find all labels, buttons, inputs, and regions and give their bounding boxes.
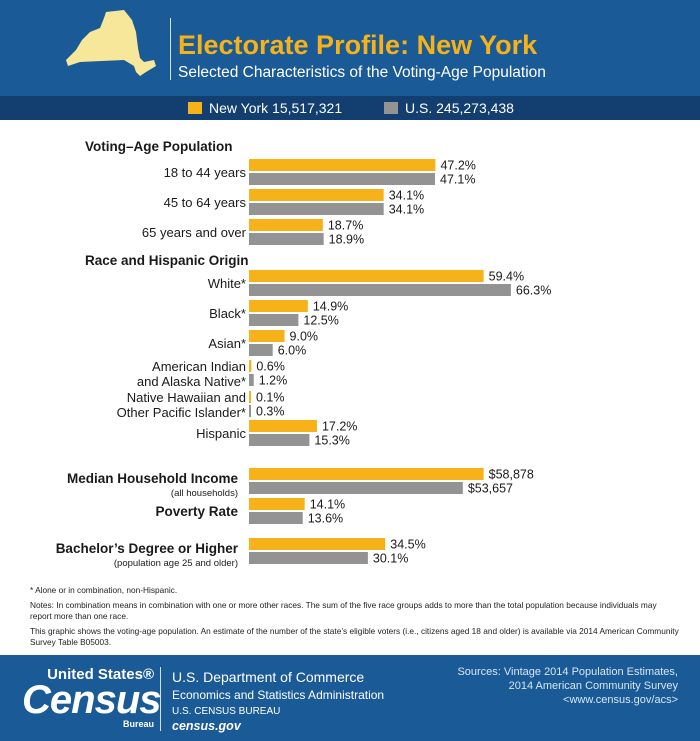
bureau-name: U.S. CENSUS BUREAU — [172, 706, 281, 717]
section-heading-voting-age-population: Voting–Age Population — [85, 139, 233, 154]
value-label-american-indian-us: 1.2% — [259, 374, 288, 388]
bar-18-to-44-years-new-york — [249, 159, 436, 171]
sources-line-2: 2014 American Community Survey — [508, 680, 678, 692]
bar-white-new-york — [249, 270, 484, 282]
bar-median-household-income-new-york — [249, 468, 484, 480]
value-label-bachelor-s-degree-or-higher-new-york: 34.5% — [390, 538, 425, 552]
legend-swatch-us — [384, 102, 398, 114]
value-label-poverty-rate-new-york: 14.1% — [310, 498, 345, 512]
bar-poverty-rate-us — [249, 512, 303, 524]
notes-section: * Alone or in combination, non-Hispanic.… — [30, 585, 680, 652]
legend-item-us: U.S. 245,273,438 — [384, 100, 514, 116]
value-label-poverty-rate-us: 13.6% — [308, 512, 343, 526]
category-label-poverty-rate: Poverty Rate — [155, 504, 238, 519]
legend-label-new-york: New York 15,517,321 — [209, 100, 343, 116]
bar-american-indian-new-york — [249, 360, 252, 372]
header-divider — [170, 18, 171, 80]
note-combination: Notes: In combination means in combinati… — [30, 600, 657, 621]
value-label-white-new-york: 59.4% — [489, 270, 524, 284]
bar-white-us — [249, 284, 511, 296]
administration-name: Economics and Statistics Administration — [172, 688, 385, 702]
category-sublabel-bachelor-s-degree-or-higher: (population age 25 and older) — [114, 558, 238, 569]
legend-item-new-york: New York 15,517,321 — [188, 100, 342, 116]
value-label-45-to-64-years-us: 34.1% — [389, 203, 424, 217]
category-label-65-years-and-over: 65 years and over — [142, 225, 247, 240]
bar-american-indian-us — [249, 374, 254, 386]
legend: New York 15,517,321 U.S. 245,273,438 — [0, 96, 700, 120]
section-heading-race-and-hispanic-origin: Race and Hispanic Origin — [85, 253, 249, 268]
logo-text-main: Census — [22, 678, 161, 722]
value-label-bachelor-s-degree-or-higher-us: 30.1% — [373, 552, 408, 566]
bar-native-hawaiian-and-us — [249, 405, 251, 417]
sources-line-1: Sources: Vintage 2014 Population Estimat… — [457, 666, 678, 678]
bar-chart: Voting–Age Population 18 to 44 years 47.2%… — [56, 139, 552, 569]
page-subtitle: Selected Characteristics of the Voting-A… — [178, 64, 546, 81]
value-label-asian-us: 6.0% — [278, 344, 307, 358]
bar-bachelor-s-degree-or-higher-us — [249, 552, 368, 564]
category-label-bachelor-s-degree-or-higher: Bachelor’s Degree or Higher — [56, 541, 239, 556]
bar-bachelor-s-degree-or-higher-new-york — [249, 538, 386, 550]
value-label-18-to-44-years-us: 47.1% — [440, 173, 475, 187]
category-label-18-to-44-years: 18 to 44 years — [164, 165, 247, 180]
footer: United States® Census Bureau U.S. Depart… — [0, 655, 700, 741]
bar-native-hawaiian-and-new-york — [249, 391, 251, 403]
legend-label-us: U.S. 245,273,438 — [405, 100, 514, 116]
category-label-american-indian: American Indian — [152, 359, 246, 374]
value-label-native-hawaiian-and-us: 0.3% — [256, 405, 285, 419]
value-label-65-years-and-over-new-york: 18.7% — [328, 219, 363, 233]
department-info: U.S. Department of Commerce Economics an… — [172, 669, 384, 733]
department-name: U.S. Department of Commerce — [172, 669, 365, 685]
bar-18-to-44-years-us — [249, 173, 436, 185]
value-label-18-to-44-years-new-york: 47.2% — [440, 159, 475, 173]
note-voting-age: This graphic shows the voting-age popula… — [30, 626, 679, 647]
category-label-45-to-64-years: 45 to 64 years — [164, 195, 247, 210]
bar-black-us — [249, 314, 299, 326]
legend-swatch-new-york — [188, 102, 202, 114]
value-label-65-years-and-over-us: 18.9% — [329, 233, 364, 247]
value-label-native-hawaiian-and-new-york: 0.1% — [256, 391, 285, 405]
bar-hispanic-new-york — [249, 420, 317, 432]
category-label-median-household-income: Median Household Income — [67, 471, 239, 486]
header-banner: Electorate Profile: New York Selected Ch… — [0, 0, 700, 96]
bar-65-years-and-over-new-york — [249, 219, 323, 231]
sources: Sources: Vintage 2014 Population Estimat… — [457, 665, 678, 707]
bar-asian-new-york — [249, 330, 285, 342]
page-title: Electorate Profile: New York — [178, 30, 538, 60]
note-asterisk: * Alone or in combination, non-Hispanic. — [30, 585, 178, 595]
category-label-hispanic: Hispanic — [196, 426, 246, 441]
logo-text-bottom: Bureau — [122, 719, 154, 729]
value-label-median-household-income-new-york: $58,878 — [489, 468, 534, 482]
category-sublabel-median-household-income: (all households) — [171, 488, 238, 499]
value-label-black-us: 12.5% — [303, 314, 338, 328]
value-label-american-indian-new-york: 0.6% — [256, 360, 285, 374]
value-label-white-us: 66.3% — [516, 284, 551, 298]
footer-divider — [160, 667, 161, 731]
bar-45-to-64-years-new-york — [249, 189, 384, 201]
new-york-state-map-icon — [66, 10, 156, 76]
category-label-asian: Asian* — [208, 336, 246, 351]
census-website-link[interactable]: census.gov — [172, 719, 241, 733]
value-label-asian-new-york: 9.0% — [290, 330, 319, 344]
bar-asian-us — [249, 344, 273, 356]
value-label-45-to-64-years-new-york: 34.1% — [389, 189, 424, 203]
category-label-native-hawaiian-and: Native Hawaiian and — [127, 390, 246, 405]
category-sublabel-american-indian: and Alaska Native* — [137, 374, 246, 389]
value-label-hispanic-new-york: 17.2% — [322, 420, 357, 434]
census-bureau-logo: United States® Census Bureau — [22, 664, 161, 730]
bar-median-household-income-us — [249, 482, 463, 494]
bar-hispanic-us — [249, 434, 310, 446]
sources-url[interactable]: <www.census.gov/acs> — [563, 694, 678, 706]
category-label-black: Black* — [209, 306, 246, 321]
value-label-median-household-income-us: $53,657 — [468, 482, 513, 496]
value-label-hispanic-us: 15.3% — [314, 434, 349, 448]
bar-poverty-rate-new-york — [249, 498, 305, 510]
category-label-white: White* — [208, 276, 246, 291]
value-label-black-new-york: 14.9% — [313, 300, 348, 314]
bar-black-new-york — [249, 300, 308, 312]
bar-65-years-and-over-us — [249, 233, 324, 245]
logo-text-top: United States® — [47, 666, 154, 683]
category-sublabel-native-hawaiian-and: Other Pacific Islander* — [117, 405, 246, 420]
bar-45-to-64-years-us — [249, 203, 384, 215]
